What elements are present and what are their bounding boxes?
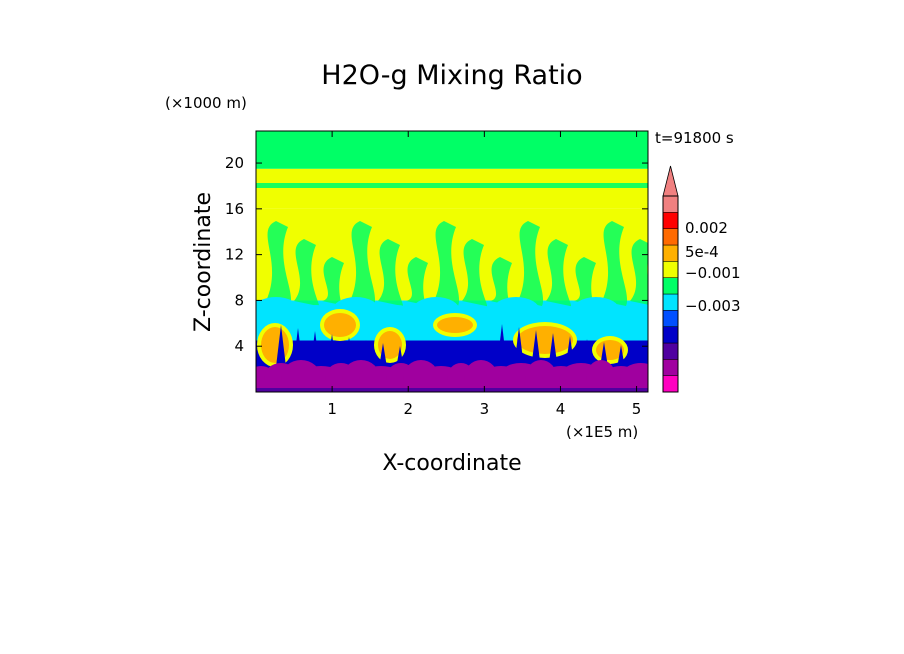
field-streak: [256, 183, 648, 188]
time-label: t=91800 s: [655, 129, 734, 147]
field-band: [256, 131, 648, 169]
field-plume: [294, 239, 320, 307]
field-deep: [620, 363, 648, 392]
colorbar-extend-arrow: [662, 165, 679, 197]
field-plume: [574, 257, 600, 313]
colorbar-segment: [662, 244, 679, 262]
field-plume: [266, 221, 292, 306]
colorbar-segment: [662, 342, 679, 360]
field-blob: [437, 317, 473, 333]
colorbar: [662, 165, 679, 393]
colorbar-segment: [662, 375, 679, 393]
colorbar-segment: [662, 326, 679, 344]
plot-area: [256, 131, 648, 392]
field-lobe: [612, 305, 648, 333]
colorbar-label: 0.002: [685, 219, 728, 237]
field-blob: [324, 313, 356, 337]
field-lobe: [256, 297, 300, 325]
x-tick-label: 5: [632, 400, 642, 418]
y-tick-label: 12: [225, 246, 244, 264]
y-tick-label: 4: [234, 337, 244, 355]
field-streak: [256, 137, 648, 142]
x-tick-label: 3: [480, 400, 490, 418]
colorbar-label: −0.001: [685, 264, 741, 282]
y-axis-label: Z-coordinate: [191, 192, 216, 332]
x-unit-label: (×1E5 m): [566, 423, 638, 441]
y-tick-label: 8: [234, 291, 244, 309]
field-streak: [256, 171, 648, 176]
colorbar-labels: 0.002 5e-4 −0.001 −0.003: [685, 219, 741, 315]
y-tick-label: 20: [225, 154, 244, 172]
colorbar-segment: [662, 195, 679, 213]
field-plume: [378, 239, 404, 307]
x-axis-label: X-coordinate: [382, 451, 521, 476]
field-plume: [350, 221, 376, 306]
colorbar-segment: [662, 261, 679, 278]
field-plume: [462, 239, 488, 307]
x-tick-label: 4: [556, 400, 566, 418]
colorbar-frame: [662, 195, 679, 393]
field-plume: [322, 257, 348, 313]
field-plume: [518, 221, 544, 306]
field-blob: [517, 326, 573, 354]
colorbar-segment: [662, 359, 679, 376]
field-plume: [630, 239, 648, 305]
field-plume: [434, 221, 460, 306]
field-streak: [256, 193, 648, 198]
colorbar-segment: [662, 310, 679, 327]
colorbar-segment: [662, 277, 679, 295]
field-lobe: [372, 305, 420, 333]
field-lobe: [572, 297, 620, 325]
colorbar-segment: [662, 293, 679, 311]
field-plume: [546, 239, 572, 307]
colorbar-label: −0.003: [685, 297, 741, 315]
x-tick-label: 1: [327, 400, 337, 418]
field-spike: [647, 386, 648, 392]
field-plume: [490, 257, 516, 313]
field-plume: [602, 221, 628, 306]
colorbar-segment: [662, 212, 679, 229]
chart-title: H2O-g Mixing Ratio: [321, 60, 582, 91]
field-streak: [256, 155, 648, 160]
y-axis-ticks: 4 8 12 16 20: [225, 154, 648, 355]
field-lobe: [492, 297, 540, 325]
field-plume: [406, 257, 432, 313]
y-tick-label: 16: [225, 200, 244, 218]
plot-frame: [255, 130, 649, 393]
colorbar-label: 5e-4: [685, 243, 719, 261]
x-tick-label: 2: [403, 400, 413, 418]
field: [256, 131, 648, 392]
y-unit-label: (×1000 m): [165, 94, 247, 112]
field-base: [256, 388, 648, 392]
x-axis-ticks: 1 2 3 4 5: [327, 131, 641, 418]
colorbar-segment: [662, 228, 679, 246]
